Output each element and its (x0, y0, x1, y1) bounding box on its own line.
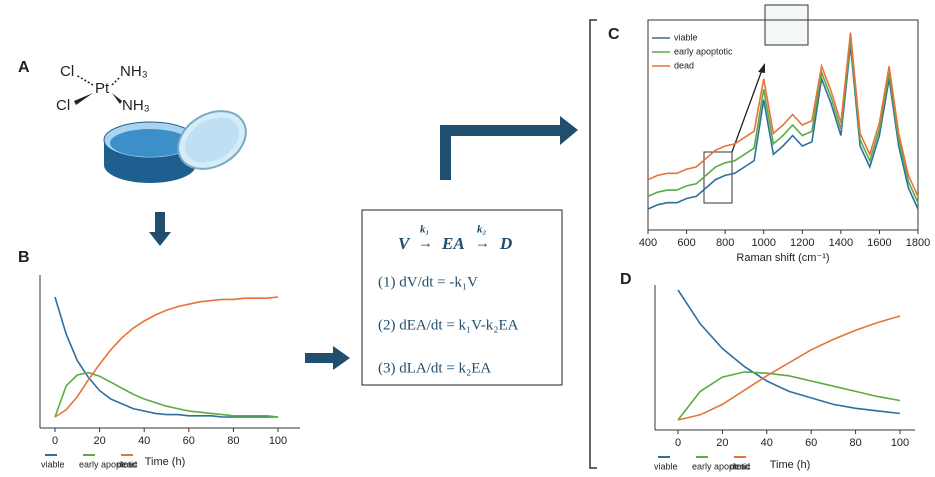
series-line (647, 38, 919, 204)
series-line (677, 289, 901, 415)
series-line (54, 296, 279, 418)
species: V (398, 234, 411, 253)
legend-label: early apoptotic (79, 459, 138, 469)
legend-label: dead (117, 459, 137, 469)
panel-label: C (608, 26, 620, 43)
legend-label: early apoptotic (692, 461, 751, 471)
x-tick-label: 600 (677, 237, 695, 249)
x-tick-label: 400 (639, 237, 657, 249)
species: D (499, 234, 512, 253)
series-line (54, 296, 278, 418)
legend-label: early apoptotic (674, 46, 733, 56)
rate: k₁ (420, 224, 429, 236)
arrow-body (440, 125, 451, 180)
species: EA (441, 234, 465, 253)
x-tick-label: 1600 (867, 237, 891, 249)
x-tick-label: 20 (716, 437, 728, 449)
zoom-arrow (731, 69, 763, 153)
plot-frame (647, 19, 919, 231)
arrow-head (560, 116, 578, 145)
model-box (361, 209, 563, 386)
x-tick-label: 60 (805, 437, 817, 449)
bond (111, 76, 121, 86)
x-tick-label: 1400 (829, 237, 853, 249)
bond (74, 93, 93, 105)
x-tick-label: 100 (269, 435, 287, 447)
x-axis-label: Time (h) (770, 459, 811, 471)
panel-label: A (18, 59, 30, 76)
x-tick-label: 1800 (906, 237, 930, 249)
zoom-inset (764, 4, 809, 46)
x-tick-label: 60 (183, 435, 195, 447)
legend-label: viable (41, 459, 65, 469)
x-tick-label: 800 (716, 237, 734, 249)
dish-medium (110, 129, 190, 157)
reaction-arrow: → (418, 235, 433, 251)
arrow-head (149, 232, 171, 246)
x-tick-label: 40 (761, 437, 773, 449)
rate: k₂ (477, 224, 487, 236)
x-tick-label: 40 (138, 435, 150, 447)
arrow-head (333, 346, 350, 370)
x-tick-label: 0 (675, 437, 681, 449)
x-tick-label: 1000 (751, 237, 775, 249)
petri-dish (103, 110, 247, 183)
panel-label: B (18, 249, 30, 266)
x-tick-label: 80 (849, 437, 861, 449)
arrow (149, 116, 578, 370)
reaction: V → k₁ EA → k₂ D (398, 224, 512, 253)
series-line (677, 371, 901, 421)
x-tick-label: 80 (227, 435, 239, 447)
arrow-body (440, 125, 562, 136)
series-line (647, 45, 919, 210)
legend-label: dead (730, 461, 750, 471)
legend-label: viable (674, 32, 698, 42)
bond (112, 93, 122, 104)
legend-label: dead (674, 60, 694, 70)
bond (75, 74, 94, 86)
equation: (2) dEA/dt = k₁V-k₂EA (378, 317, 519, 333)
equation: (3) dLA/dt = k₂EA (378, 360, 491, 376)
atom: Pt (95, 80, 110, 97)
equation: (1) dV/dt = -k₁V (378, 274, 478, 290)
reaction-arrow: → (475, 235, 490, 251)
arrow-body (305, 353, 335, 363)
molecule: Cl Cl NH₃ NH₃ Pt (56, 63, 150, 114)
zoom-arrow-head (758, 63, 765, 73)
series-line (647, 32, 919, 197)
series-line (677, 315, 901, 421)
atom: NH₃ (120, 63, 148, 80)
zoom-region (703, 151, 733, 204)
atom: Cl (60, 63, 74, 80)
x-axis-label: Time (h) (145, 456, 186, 468)
x-tick-label: 100 (891, 437, 909, 449)
panel-label: D (620, 271, 632, 288)
legend-label: viable (654, 461, 678, 471)
x-tick-label: 20 (93, 435, 105, 447)
x-tick-label: 1200 (790, 237, 814, 249)
atom: Cl (56, 97, 70, 114)
atom: NH₃ (122, 97, 150, 114)
x-tick-label: 0 (52, 435, 58, 447)
dish-lid-inner (184, 117, 240, 163)
x-axis-label: Raman shift (cm⁻¹) (736, 252, 829, 264)
arrow-body (155, 212, 165, 234)
bracket (589, 19, 597, 469)
